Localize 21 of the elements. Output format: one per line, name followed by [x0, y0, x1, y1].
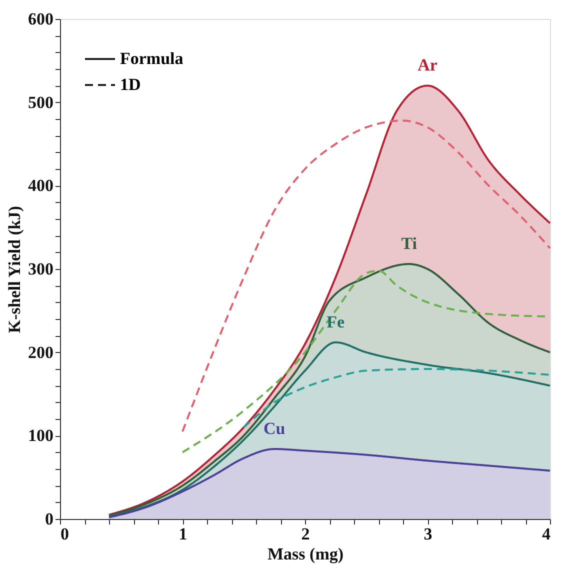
- y-tick-label: 0: [45, 510, 54, 528]
- y-tick-label: 400: [28, 176, 54, 196]
- y-tick-label: 200: [28, 342, 54, 362]
- annotation: Ti: [401, 234, 418, 253]
- y-tick-label: 600: [28, 10, 54, 28]
- x-tick-label: 1: [178, 524, 188, 544]
- x-tick-label: 0: [60, 524, 69, 544]
- y-axis-title: K-shell Yield (kJ): [5, 206, 24, 334]
- x-tick-label: 4: [542, 524, 551, 544]
- annotation: Ar: [418, 56, 438, 75]
- annotation: Fe: [326, 312, 346, 332]
- y-tick-label: 300: [28, 260, 54, 278]
- x-tick-label: 3: [424, 524, 432, 544]
- annotation: Formula: [120, 49, 184, 68]
- annotation: Cu: [264, 419, 286, 438]
- y-tick-label: 500: [28, 92, 54, 112]
- x-tick-label: 2: [301, 524, 310, 544]
- x-axis-title: Mass (mg): [267, 544, 344, 564]
- line-series: [182, 120, 551, 432]
- y-tick-label: 100: [28, 426, 54, 446]
- annotation: 1D: [120, 75, 141, 94]
